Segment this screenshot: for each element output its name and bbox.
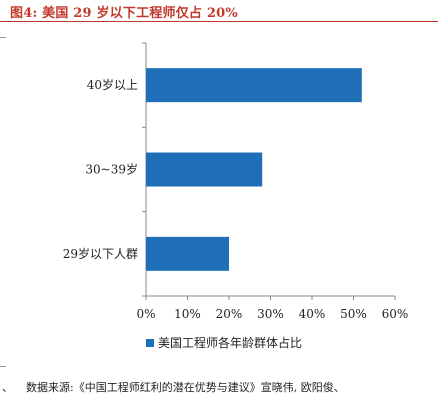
x-tick-label: 0% (136, 307, 155, 321)
bar (146, 152, 263, 187)
legend-label: 美国工程师各年龄群体占比 (158, 335, 302, 350)
title-rule (0, 21, 438, 22)
source-note: 数据来源:《中国工程师红利的潜在优势与建议》宣晓伟, 欧阳俊、 (26, 381, 345, 394)
bar (146, 236, 229, 271)
category-label: 29岁以下人群 (63, 246, 138, 261)
legend-swatch (146, 339, 154, 347)
x-tick-label: 10% (174, 307, 201, 321)
figure-title: 图4: 美国 29 岁以下工程师仅占 20% (10, 6, 238, 21)
side-rule-mark (0, 366, 6, 367)
x-tick-label: 50% (340, 307, 367, 321)
x-tick-label: 20% (216, 307, 243, 321)
corner-mark: 、 (2, 381, 13, 394)
x-tick-label: 60% (382, 307, 409, 321)
x-tick-label: 30% (257, 307, 284, 321)
category-label: 30~39岁 (85, 162, 138, 177)
side-rule-mark (0, 37, 6, 38)
category-label: 40岁以上 (87, 77, 138, 92)
bar (146, 68, 362, 103)
x-tick-label: 40% (299, 307, 326, 321)
